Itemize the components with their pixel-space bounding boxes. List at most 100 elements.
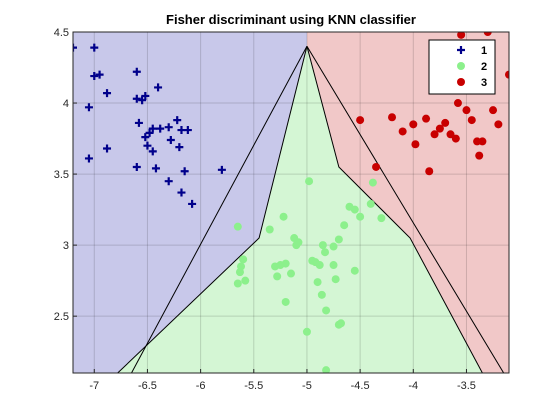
x-tick-label: -5.5 (244, 380, 263, 392)
point-class-1 (145, 128, 154, 137)
point-class-2 (377, 214, 386, 223)
point-class-3 (435, 124, 444, 133)
legend: 1 2 3 (428, 39, 496, 95)
point-class-1 (148, 147, 157, 156)
point-class-1 (134, 118, 143, 127)
point-class-3 (398, 127, 407, 136)
legend-marker-3 (457, 78, 465, 86)
point-class-1 (138, 96, 147, 105)
point-class-3 (441, 118, 450, 127)
point-class-3 (388, 113, 397, 122)
boundary-line (117, 46, 308, 373)
point-class-3 (425, 167, 434, 176)
point-class-2 (317, 290, 326, 299)
point-class-1 (132, 94, 141, 103)
y-tick-label: 3 (63, 240, 69, 252)
point-class-2 (366, 199, 375, 208)
point-class-2 (281, 259, 290, 268)
point-class-2 (350, 205, 359, 214)
point-class-1 (103, 89, 112, 98)
point-class-3 (467, 116, 476, 125)
point-class-3 (489, 106, 498, 115)
point-class-1 (173, 116, 182, 125)
point-class-1 (132, 162, 141, 171)
point-class-2 (273, 272, 282, 281)
point-class-1 (164, 177, 173, 186)
point-class-1 (148, 124, 157, 133)
point-class-2 (368, 178, 377, 187)
point-class-2 (294, 238, 303, 247)
point-class-2 (321, 248, 330, 257)
legend-label-1: 1 (481, 45, 487, 57)
point-class-3 (356, 116, 365, 125)
x-tick-label: -4.5 (351, 380, 370, 392)
point-class-2 (239, 255, 248, 264)
point-class-1 (132, 67, 141, 76)
point-class-3 (430, 130, 439, 139)
x-tick-label: -4 (408, 380, 418, 392)
point-class-3 (478, 137, 487, 146)
legend-marker-2 (457, 62, 465, 70)
point-class-1 (180, 167, 189, 176)
point-class-1 (164, 123, 173, 132)
point-class-1 (90, 43, 99, 52)
chart-title: Fisher discriminant using KNN classifier (166, 12, 416, 27)
point-class-1 (166, 135, 175, 144)
y-axis: 2.5 3 3.5 4 4.5 (54, 27, 77, 323)
point-class-3 (451, 134, 460, 143)
point-class-2 (302, 327, 311, 336)
plot-frame (72, 31, 510, 374)
region-class-1 (73, 32, 307, 373)
boundary-line (131, 45, 308, 373)
point-class-1 (151, 164, 160, 173)
point-class-2 (265, 225, 274, 234)
point-class-1 (188, 199, 197, 208)
point-class-1 (143, 141, 152, 150)
point-class-3 (475, 151, 484, 160)
point-class-1 (73, 43, 77, 52)
point-class-1 (217, 165, 226, 174)
y-tick-label: 2.5 (54, 311, 69, 323)
point-class-2 (241, 276, 250, 285)
point-class-3 (446, 130, 455, 139)
point-class-2 (322, 306, 331, 315)
point-class-1 (141, 91, 150, 100)
point-class-2 (313, 278, 322, 287)
legend-marker-1 (457, 46, 465, 54)
x-tick-label: -6 (196, 380, 206, 392)
point-class-2 (350, 266, 359, 275)
point-class-3 (457, 32, 466, 39)
x-tick-label: -5 (302, 380, 312, 392)
point-class-2 (287, 269, 295, 278)
point-class-1 (84, 154, 93, 163)
point-class-2 (235, 268, 244, 277)
x-tick-label: -3.5 (457, 380, 476, 392)
point-class-1 (103, 144, 112, 153)
point-class-2 (331, 275, 340, 284)
point-class-2 (315, 261, 324, 270)
point-class-3 (500, 14, 508, 22)
point-class-1 (177, 188, 186, 197)
point-class-2 (322, 366, 331, 373)
x-tick-label: -6.5 (138, 380, 157, 392)
point-class-3 (411, 140, 420, 149)
point-class-1 (156, 124, 165, 133)
point-class-1 (183, 126, 192, 135)
boundary-line (306, 45, 505, 373)
point-class-2 (281, 297, 290, 306)
point-class-3 (462, 106, 471, 115)
point-class-2 (340, 221, 349, 230)
point-class-2 (318, 241, 327, 250)
legend-label-3: 3 (481, 77, 487, 89)
x-tick-label: -7 (89, 380, 99, 392)
point-class-2 (356, 212, 365, 221)
point-class-1 (90, 72, 99, 81)
point-class-2 (329, 242, 338, 251)
point-class-2 (233, 222, 242, 231)
point-class-3 (422, 114, 431, 123)
data-points (73, 14, 509, 373)
point-class-3 (372, 162, 381, 171)
point-class-2 (334, 235, 343, 244)
point-class-3 (494, 120, 503, 129)
